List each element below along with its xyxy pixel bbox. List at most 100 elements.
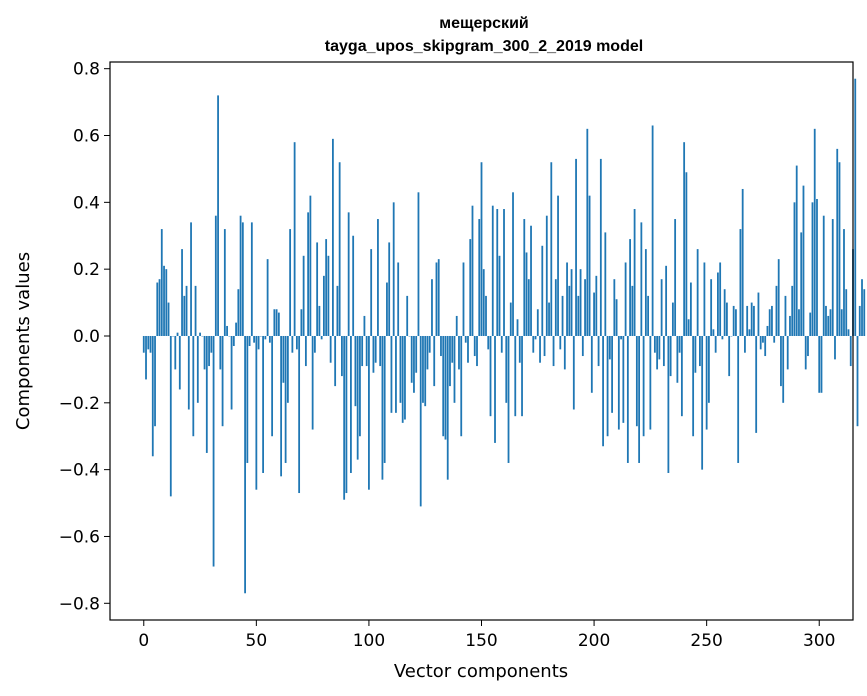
bar-138: [453, 335, 456, 403]
x-tick-label: 100: [353, 631, 385, 651]
bar-85: [334, 335, 337, 387]
y-tick-label: −0.4: [59, 461, 100, 481]
bar-119: [410, 335, 413, 383]
bar-273: [757, 292, 760, 336]
x-tick-label: 250: [690, 631, 722, 651]
bar-114: [399, 335, 402, 403]
bar-66: [291, 335, 294, 353]
bar-54: [264, 335, 267, 340]
bar-298: [813, 128, 816, 336]
bar-57: [271, 335, 274, 437]
bar-201: [595, 275, 598, 336]
bar-192: [575, 158, 577, 336]
bar-112: [395, 335, 397, 413]
bar-23: [194, 285, 197, 336]
bar-30: [210, 335, 213, 353]
bar-95: [356, 335, 359, 460]
y-tick-label: 0.8: [73, 60, 100, 80]
bar-242: [687, 319, 690, 336]
bar-307: [834, 335, 836, 360]
bar-36: [223, 229, 226, 336]
bar-2: [147, 335, 150, 350]
bar-274: [759, 335, 762, 350]
bar-245: [694, 335, 697, 373]
bar-243: [689, 282, 692, 336]
bar-207: [608, 335, 611, 360]
bar-194: [579, 269, 582, 336]
bar-17: [181, 249, 183, 336]
bar-18: [183, 295, 186, 336]
bar-126: [426, 335, 429, 370]
bar-247: [699, 335, 701, 367]
bar-290: [795, 165, 798, 336]
bar-103: [374, 335, 377, 363]
bar-35: [221, 335, 224, 427]
chart-title-line2: tayga_upos_skipgram_300_2_2019 model: [325, 38, 643, 55]
bar-9: [163, 265, 165, 336]
bar-253: [712, 329, 715, 336]
x-tick-label: 200: [578, 631, 610, 651]
bar-174: [534, 335, 537, 340]
bar-110: [390, 335, 393, 413]
bar-282: [777, 259, 780, 336]
bar-291: [798, 309, 800, 336]
bar-285: [784, 295, 787, 336]
bar-92: [350, 335, 352, 473]
bar-153: [487, 335, 490, 350]
bar-113: [397, 262, 400, 336]
bar-264: [737, 335, 740, 463]
bar-64: [286, 335, 289, 403]
bar-61: [280, 335, 283, 477]
bar-189: [568, 285, 571, 336]
y-tick-label: 0.6: [73, 127, 100, 147]
bar-197: [586, 128, 589, 336]
bar-157: [496, 209, 499, 336]
bar-258: [723, 289, 726, 336]
bar-146: [471, 205, 474, 336]
bar-235: [671, 302, 674, 336]
bar-124: [422, 335, 424, 403]
bar-271: [753, 305, 755, 336]
bar-51: [257, 335, 260, 350]
bar-257: [721, 335, 724, 340]
bar-145: [469, 239, 472, 336]
bar-237: [676, 335, 679, 383]
bar-244: [692, 335, 695, 437]
bar-215: [626, 335, 629, 463]
bar-262: [732, 305, 735, 336]
bar-24: [196, 335, 199, 403]
bar-184: [557, 195, 559, 336]
bar-16: [178, 335, 181, 390]
bar-20: [187, 335, 190, 410]
bar-133: [442, 335, 445, 437]
bar-87: [338, 162, 341, 336]
bar-308: [836, 148, 839, 336]
bar-216: [629, 239, 631, 336]
bar-266: [741, 188, 744, 336]
bar-186: [561, 295, 564, 336]
bar-121: [415, 335, 418, 373]
bar-56: [268, 335, 271, 343]
bar-217: [631, 285, 634, 336]
bar-65: [289, 229, 292, 336]
bar-73: [307, 212, 310, 336]
bar-102: [372, 335, 375, 373]
bar-44: [241, 222, 244, 336]
bar-276: [764, 335, 767, 357]
bar-227: [653, 335, 656, 353]
bar-226: [651, 125, 654, 336]
bar-199: [590, 335, 593, 393]
bar-163: [509, 302, 512, 336]
bar-32: [214, 215, 217, 336]
bar-289: [793, 202, 796, 336]
bar-25: [199, 332, 201, 336]
bar-241: [685, 172, 688, 336]
bar-123: [419, 335, 422, 507]
bar-4: [151, 335, 154, 457]
bar-191: [572, 335, 575, 410]
bar-209: [613, 279, 616, 336]
bar-68: [295, 335, 298, 350]
bar-161: [505, 335, 508, 403]
bar-188: [566, 262, 568, 336]
bar-173: [532, 335, 535, 353]
